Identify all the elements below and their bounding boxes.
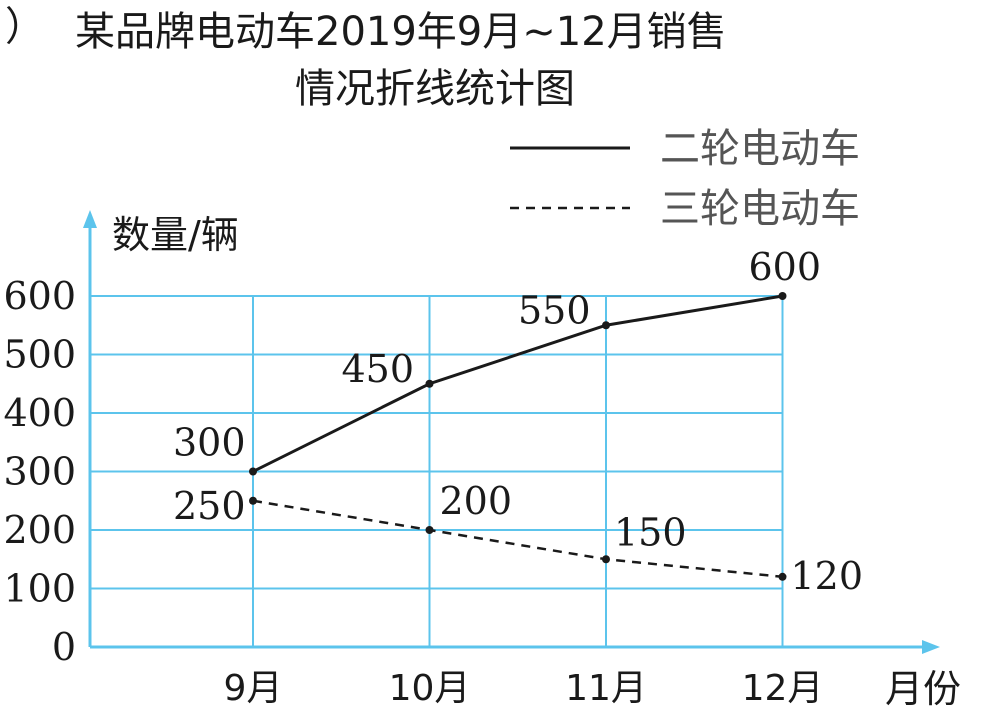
y-tick-label-200: 200 [3, 508, 76, 552]
axes [83, 210, 940, 654]
y-tick-label-0: 0 [52, 625, 76, 669]
series-line-2 [252, 499, 783, 579]
series-2-point-4 [778, 572, 787, 581]
series-2-point-2 [425, 526, 434, 534]
series-2-data-label-2: 200 [440, 479, 513, 523]
series-1-data-label-2: 450 [342, 347, 415, 391]
y-tick-label-400: 400 [3, 391, 76, 435]
series-1-data-label-3: 550 [518, 288, 591, 332]
x-tick-label-2: 10月 [389, 668, 471, 709]
series [249, 292, 787, 581]
y-tick-labels: 0 100 200 300 400 500 600 [3, 274, 76, 669]
series-1-point-3 [602, 321, 610, 330]
data-labels: 300 450 550 600 250 200 150 120 [173, 245, 863, 598]
series-2-point-3 [602, 555, 610, 564]
y-axis-label: 数量/辆 [112, 213, 239, 257]
y-tick-label-100: 100 [3, 567, 76, 611]
series-1-point-4 [778, 292, 787, 300]
x-tick-label-4: 12月 [742, 668, 824, 709]
y-tick-label-500: 500 [3, 333, 76, 377]
x-axis-label: 月份 [885, 667, 961, 711]
series-1-data-label-4: 600 [749, 245, 822, 289]
x-tick-labels: 9月 10月 11月 12月 [224, 668, 824, 709]
series-2-data-label-1: 250 [173, 484, 246, 528]
series-1-point-2 [425, 379, 434, 388]
chart-title-line2: 情况折线统计图 [295, 66, 575, 112]
legend-label-series-2: 三轮电动车 [660, 186, 860, 232]
series-1-point-1 [249, 467, 257, 476]
title-paren: ） [5, 4, 45, 50]
legend: 二轮电动车 三轮电动车 [510, 126, 860, 232]
series-2-point-1 [249, 496, 257, 505]
legend-label-series-1: 二轮电动车 [660, 126, 860, 172]
y-tick-label-300: 300 [3, 450, 76, 494]
y-tick-label-600: 600 [3, 274, 76, 318]
x-tick-label-1: 9月 [224, 668, 283, 709]
y-axis-arrow [83, 210, 97, 228]
x-axis-arrow [922, 640, 940, 654]
series-line-1 [252, 294, 783, 473]
series-2-data-label-3: 150 [614, 510, 687, 554]
x-tick-label-3: 11月 [565, 668, 647, 709]
chart-title-line1: 某品牌电动车2019年9月~12月销售 [75, 9, 727, 55]
gridlines [90, 295, 784, 647]
series-1-data-label-1: 300 [173, 421, 246, 465]
series-2-data-label-4: 120 [791, 554, 864, 598]
